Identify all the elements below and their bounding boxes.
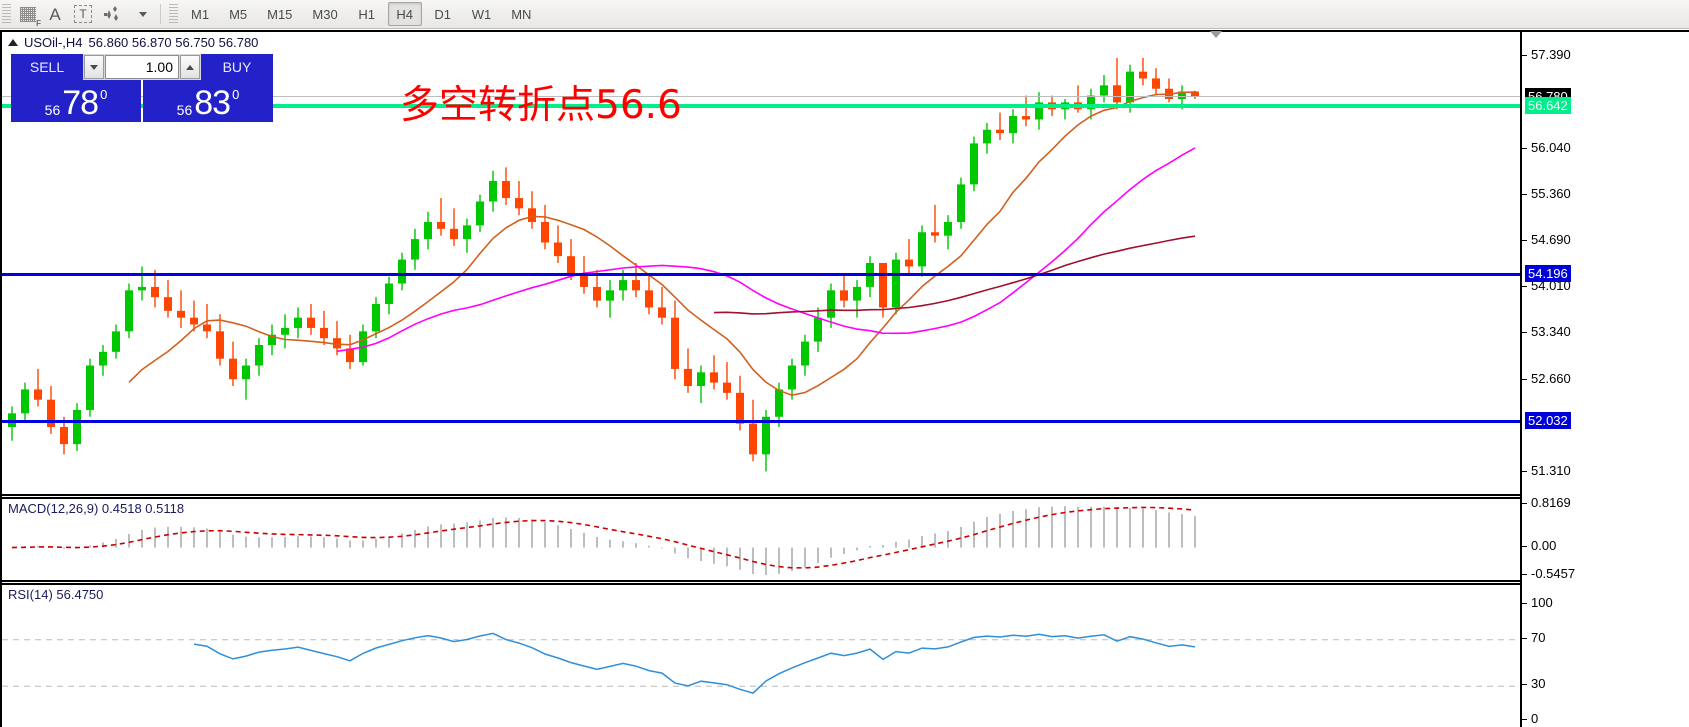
buy-price-prefix: 56 xyxy=(176,102,193,118)
rsi-label: RSI(14) 56.4750 xyxy=(8,587,104,602)
timeframe-button-m30[interactable]: M30 xyxy=(312,6,338,22)
objects-icon[interactable] xyxy=(98,2,128,27)
toolbar-drag-handle[interactable] xyxy=(2,3,11,25)
rsi-pane[interactable]: RSI(14) 56.4750 xyxy=(2,583,1522,727)
crosshair-marker-icon xyxy=(1210,31,1222,38)
timeframe-button-mn[interactable]: MN xyxy=(511,6,532,22)
chart-window: USOil-,H4 56.860 56.870 56.750 56.780 SE… xyxy=(0,30,1689,727)
crosshair-grid-icon[interactable] xyxy=(14,2,42,28)
rsi-axis-label-3: 0 xyxy=(1531,711,1539,726)
price-marker-level-2[interactable]: 54.196 xyxy=(1525,264,1571,282)
price-axis-label-4: 54.010 xyxy=(1531,278,1571,294)
sell-price-fraction: 0 xyxy=(100,87,108,102)
price-axis-label-7: 51.310 xyxy=(1531,462,1571,478)
volume-decrement-button[interactable] xyxy=(84,55,104,79)
volume-increment-button[interactable] xyxy=(180,55,200,79)
toolbar-divider xyxy=(160,4,161,24)
oct-top-row: SELL 1.00 BUY xyxy=(11,54,273,80)
macd-axis-label-2: -0.5457 xyxy=(1531,566,1576,581)
resistance-line[interactable] xyxy=(2,272,1520,276)
rsi-axis-tick xyxy=(1522,603,1527,604)
axis-tick xyxy=(1522,332,1527,334)
price-axis-label-0: 57.390 xyxy=(1531,47,1571,63)
candlestick-canvas[interactable] xyxy=(2,32,1520,494)
macd-axis-tick xyxy=(1522,503,1527,504)
symbol-ohlc-bar: USOil-,H4 56.860 56.870 56.750 56.780 xyxy=(8,35,258,50)
bid-line[interactable] xyxy=(2,104,1520,109)
buy-price-main: 83 xyxy=(194,84,231,122)
buy-button[interactable]: BUY xyxy=(201,54,273,80)
timeframe-button-d1[interactable]: D1 xyxy=(434,6,452,22)
volume-input[interactable]: 1.00 xyxy=(105,55,179,79)
price-axis-label-5: 53.340 xyxy=(1531,324,1571,340)
timeframe-toolbar: M1 M5 M15 M30 H1 H4 D1 W1 MN xyxy=(181,2,541,26)
timeframe-button-m5[interactable]: M5 xyxy=(229,6,248,22)
timeframe-button-w1[interactable]: W1 xyxy=(471,6,492,22)
chevron-down-icon xyxy=(90,64,98,70)
price-axis-label-3: 54.690 xyxy=(1531,231,1571,247)
main-toolbar: A T M1 M5 M15 M30 H1 H4 D1 W1 MN xyxy=(0,0,1689,29)
chevron-up-icon xyxy=(186,64,194,70)
timeframe-toolbar-drag-handle[interactable] xyxy=(169,3,178,25)
sell-button[interactable]: SELL xyxy=(11,54,83,80)
ask-line[interactable] xyxy=(2,95,1520,97)
volume-stepper[interactable]: 1.00 xyxy=(83,54,201,80)
timeframe-button-h1[interactable]: H1 xyxy=(358,6,376,22)
price-axis-label-6: 52.660 xyxy=(1531,370,1571,386)
axis-tick xyxy=(1522,55,1527,57)
rsi-axis-tick xyxy=(1522,684,1527,686)
sell-price-display[interactable]: 56 78 0 xyxy=(11,80,141,122)
rsi-axis-tick xyxy=(1522,637,1527,639)
macd-axis-tick xyxy=(1522,545,1527,547)
price-pane[interactable]: USOil-,H4 56.860 56.870 56.750 56.780 SE… xyxy=(2,31,1522,496)
objects-dropdown-arrow[interactable] xyxy=(128,2,154,27)
price-axis-label-2: 55.360 xyxy=(1531,185,1571,201)
buy-price-display[interactable]: 56 83 0 xyxy=(143,80,273,122)
timeframe-button-m1[interactable]: M1 xyxy=(191,6,210,22)
text-label-icon[interactable]: A xyxy=(49,4,61,24)
chart-annotation-text: 多空转折点56.6 xyxy=(400,83,682,128)
macd-axis-tick xyxy=(1522,574,1527,575)
text-box-icon[interactable]: T xyxy=(68,2,98,27)
sell-price-main: 78 xyxy=(62,84,99,122)
rsi-axis-label-2: 30 xyxy=(1531,676,1546,692)
rsi-canvas xyxy=(2,632,1520,694)
macd-pane[interactable]: MACD(12,26,9) 0.4518 0.5118 xyxy=(2,497,1522,582)
timeframe-button-m15[interactable]: M15 xyxy=(267,6,293,22)
ohlc-values: 56.860 56.870 56.750 56.780 xyxy=(88,35,259,50)
support-line[interactable] xyxy=(2,420,1520,424)
sell-price-prefix: 56 xyxy=(44,102,61,118)
collapse-triangle-icon[interactable] xyxy=(8,39,18,46)
rsi-axis-tick xyxy=(1522,719,1527,720)
axis-tick xyxy=(1522,470,1527,472)
price-marker-level-3[interactable]: 52.032 xyxy=(1525,412,1571,430)
macd-axis-label-1: 0.00 xyxy=(1531,537,1557,553)
oct-price-row: 56 78 0 56 83 0 xyxy=(11,80,273,122)
axis-tick xyxy=(1522,286,1527,288)
one-click-trading-panel[interactable]: SELL 1.00 BUY 56 78 0 56 xyxy=(11,54,273,122)
price-axis-label-1: 56.040 xyxy=(1531,139,1571,155)
macd-canvas xyxy=(11,506,1196,575)
timeframe-button-h4[interactable]: H4 xyxy=(387,2,422,26)
rsi-axis-label-1: 70 xyxy=(1531,629,1546,645)
macd-axis-label-0: 0.8169 xyxy=(1531,495,1571,510)
buy-price-fraction: 0 xyxy=(232,87,240,102)
axis-tick xyxy=(1522,239,1527,241)
rsi-axis-label-0: 100 xyxy=(1531,595,1553,610)
price-marker-bid-1[interactable]: 56.642 xyxy=(1525,97,1571,115)
axis-tick xyxy=(1522,193,1527,195)
axis-tick xyxy=(1522,378,1527,380)
axis-tick xyxy=(1522,147,1527,149)
price-scale[interactable]: 57.390 56.040 55.360 54.690 54.010 53.340 52.6… xyxy=(1520,32,1689,727)
macd-label: MACD(12,26,9) 0.4518 0.5118 xyxy=(8,501,185,516)
symbol-label: USOil-,H4 xyxy=(24,35,83,50)
